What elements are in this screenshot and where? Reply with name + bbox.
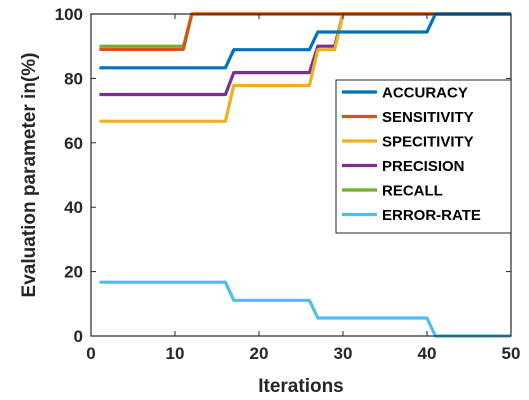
y-tick-label: 60	[64, 134, 83, 153]
series-line-error-rate	[99, 280, 511, 338]
x-tick-label: 0	[86, 344, 95, 363]
y-tick-label: 20	[64, 263, 83, 282]
ticks-layer: 0 10 20 30 40 50 0 20 40 60 80 100	[55, 5, 521, 363]
x-tick-label: 20	[250, 344, 269, 363]
y-tick-label: 40	[64, 198, 83, 217]
y-axis-label: Evaluation parameter in(%)	[19, 53, 40, 298]
x-tick-label: 40	[418, 344, 437, 363]
legend-label-error-rate: ERROR-RATE	[382, 207, 481, 224]
x-axis-label: Iterations	[258, 376, 344, 397]
legend-box	[335, 79, 512, 234]
legend: ACCURACY SENSITIVITY SPECITIVITY PRECISION R…	[335, 79, 512, 234]
series-line-accuracy	[99, 12, 511, 70]
x-tick-label: 50	[502, 344, 521, 363]
legend-label-precision: PRECISION	[382, 158, 465, 175]
series-line-specitivity	[99, 12, 511, 123]
legend-label-sensitivity: SENSITIVITY	[382, 109, 474, 126]
y-tick-label: 0	[74, 327, 83, 346]
legend-label-recall: RECALL	[382, 183, 443, 200]
y-tick-label: 100	[55, 5, 83, 24]
x-tick-label: 10	[166, 344, 185, 363]
legend-label-specitivity: SPECITIVITY	[382, 134, 474, 151]
x-tick-label: 30	[334, 344, 353, 363]
y-tick-label: 80	[64, 69, 83, 88]
legend-label-accuracy: ACCURACY	[382, 85, 468, 102]
series-layer	[99, 12, 511, 338]
